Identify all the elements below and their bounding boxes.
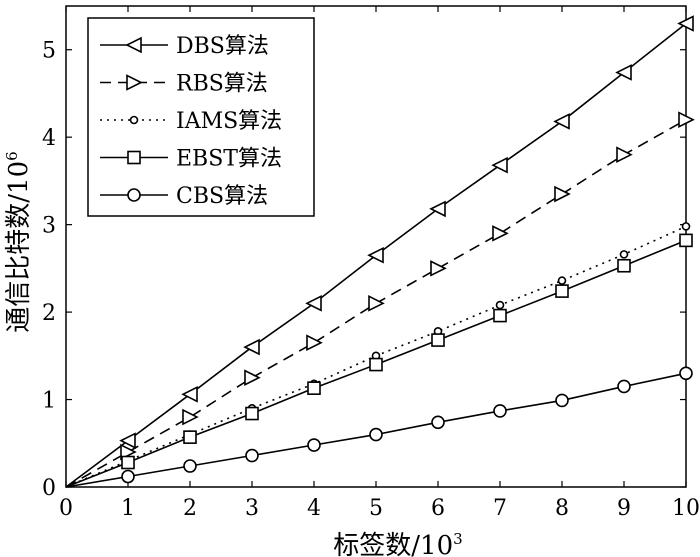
data-point [182, 408, 199, 426]
data-point [677, 15, 694, 32]
x-tick-label: 5 [369, 496, 383, 521]
data-point [307, 438, 321, 452]
axis-ticks: 0 1 2 3 4 5 6 7 8 9 10 0 1 2 3 4 5 [42, 6, 700, 521]
data-point [557, 276, 567, 285]
legend: DBS算法 RBS算法 IAMS算法 EBST算法 CBS算法 [87, 17, 315, 217]
y-tick-label: 4 [42, 126, 56, 151]
x-tick-label: 9 [617, 496, 631, 521]
legend-item: CBS算法 [100, 184, 268, 209]
data-point [616, 146, 633, 163]
series-3 [65, 222, 691, 488]
series-4 [65, 233, 693, 488]
data-point [615, 64, 632, 81]
data-point [430, 260, 447, 277]
data-point [617, 379, 631, 394]
y-tick-label: 0 [42, 476, 56, 501]
data-point [491, 156, 508, 174]
legend-items: DBS算法 RBS算法 IAMS算法 EBST算法 CBS算法 [100, 34, 282, 209]
data-point [619, 250, 629, 259]
legend-label: EBST算法 [176, 147, 282, 172]
legend-item: RBS算法 [100, 72, 268, 97]
legend-label: RBS算法 [176, 72, 268, 97]
data-point [554, 185, 571, 203]
series-1 [65, 15, 694, 488]
data-point [305, 295, 322, 312]
y-tick-label: 1 [42, 389, 56, 414]
data-point [555, 393, 569, 408]
x-tick-label: 2 [183, 496, 197, 521]
data-point [307, 381, 321, 395]
data-point [678, 111, 695, 128]
data-point [431, 333, 445, 347]
x-tick-label: 1 [121, 496, 135, 521]
data-point [555, 284, 569, 298]
data-point [368, 295, 385, 312]
legend-marker [129, 115, 139, 125]
y-tick-label: 3 [42, 214, 56, 239]
legend-label: CBS算法 [176, 184, 268, 209]
data-point [244, 369, 261, 386]
legend-marker [127, 188, 141, 202]
legend-item: DBS算法 [100, 34, 269, 59]
data-point [681, 222, 691, 231]
data-point [369, 357, 383, 372]
data-point [120, 443, 137, 461]
x-axis-title: 标签数/103 [333, 530, 462, 557]
legend-marker [126, 74, 143, 91]
y-tick-label: 5 [42, 39, 56, 64]
x-tick-label: 8 [555, 496, 569, 521]
data-point [121, 469, 135, 484]
data-point [679, 233, 693, 248]
legend-item: IAMS算法 [100, 109, 282, 134]
legend-label: IAMS算法 [176, 109, 282, 134]
data-point [493, 404, 507, 418]
data-point [245, 406, 259, 421]
data-point [617, 258, 631, 273]
y-tick-label: 2 [42, 301, 56, 326]
x-tick-label: 6 [431, 496, 445, 521]
legend-item: EBST算法 [100, 147, 282, 172]
series-5 [65, 366, 693, 488]
data-point [121, 455, 135, 470]
data-point [495, 300, 505, 310]
data-point [367, 246, 384, 264]
x-tick-label: 10 [672, 496, 700, 521]
series-2 [65, 111, 695, 488]
data-point [306, 334, 323, 351]
data-point [493, 308, 507, 323]
data-point [369, 427, 383, 442]
x-tick-label: 3 [245, 496, 259, 521]
data-point [429, 200, 446, 218]
series-layer [65, 15, 695, 488]
data-point [183, 459, 197, 473]
y-axis-title: 通信比特数/106 [3, 151, 34, 332]
data-point [181, 386, 198, 403]
legend-marker [125, 36, 142, 54]
legend-marker [127, 150, 141, 165]
data-point [431, 415, 445, 430]
x-tick-label: 0 [59, 496, 73, 521]
legend-label: DBS算法 [176, 34, 269, 59]
x-tick-label: 7 [493, 496, 507, 521]
data-point [119, 432, 136, 449]
data-point [183, 430, 197, 444]
data-point [553, 113, 570, 130]
data-point [492, 225, 509, 242]
x-tick-label: 4 [307, 496, 321, 521]
data-point [243, 338, 260, 356]
data-point [245, 448, 259, 463]
legend-box [87, 17, 315, 217]
data-point [679, 366, 693, 381]
